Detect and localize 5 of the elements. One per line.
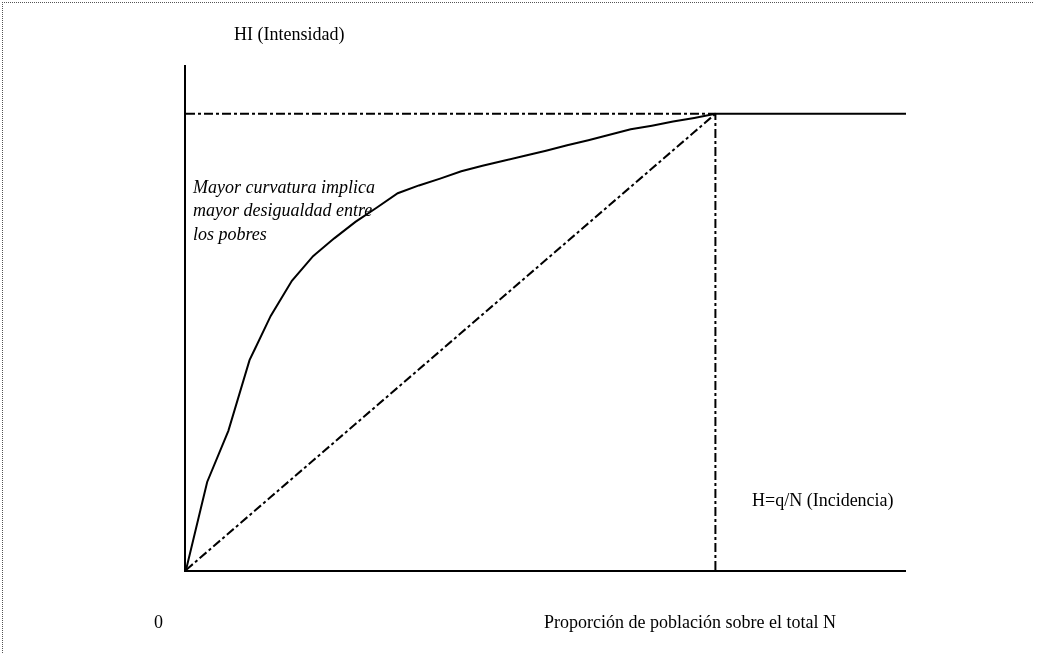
x-axis-title: Proporción de población sobre el total N [544,612,836,632]
annotation: H=q/N (Incidencia) [752,490,894,511]
y-axis-title: HI (Intensidad) [234,24,345,45]
text: 0 [154,612,163,632]
annotation: Mayor curvatura implica mayor desigualdad entre los pobres [192,177,375,244]
